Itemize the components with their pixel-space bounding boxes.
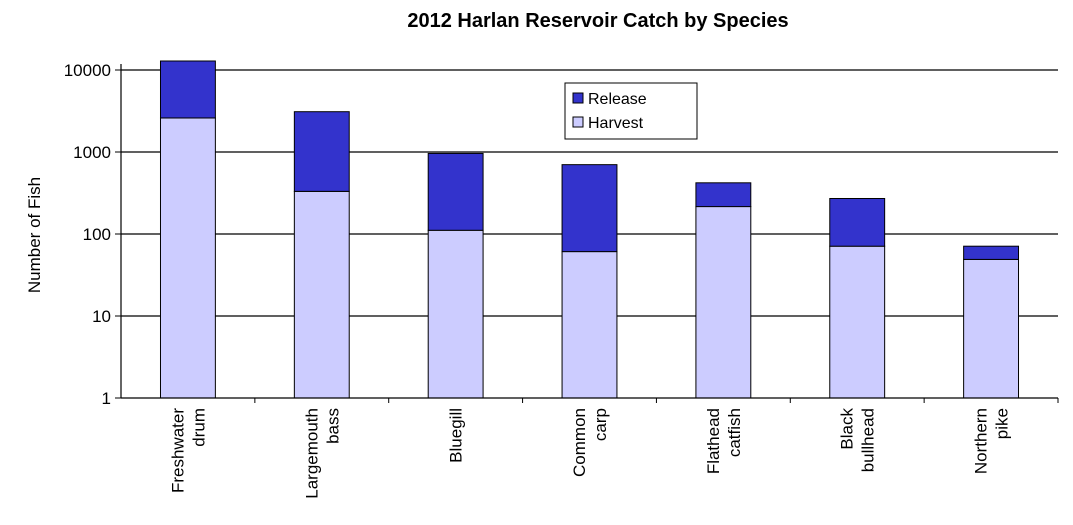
legend-box <box>564 82 698 140</box>
x-category-label: Northern <box>972 408 991 474</box>
x-category-label: Black <box>838 408 857 450</box>
x-category-label: Largemouth <box>302 408 321 499</box>
axes <box>115 64 1059 403</box>
x-category-label: Common <box>570 408 589 477</box>
bar-harvest-northern-pike <box>963 258 1020 399</box>
y-tick-label: 10000 <box>64 61 111 80</box>
x-category-label: bullhead <box>859 408 878 472</box>
bar-release-bluegill <box>427 152 484 231</box>
legend-label-release: Release <box>588 91 647 108</box>
x-category-label: drum <box>189 408 208 447</box>
bar-release-common-carp <box>561 164 618 253</box>
bar-release-black-bullhead <box>829 197 886 247</box>
bar-harvest-freshwater-drum <box>159 117 216 399</box>
x-category-label: bass <box>323 408 342 444</box>
bar-harvest-bluegill <box>427 229 484 399</box>
bar-release-northern-pike <box>963 245 1020 260</box>
legend-label-harvest: Harvest <box>588 115 644 132</box>
y-tick-labels: 1 10 100 1000 10000 <box>64 61 111 408</box>
chart-title: 2012 Harlan Reservoir Catch by Species <box>407 10 788 32</box>
y-tick-label: 1 <box>102 389 111 408</box>
x-category-label: Flathead <box>704 408 723 474</box>
x-category-label: Freshwater <box>168 408 187 493</box>
x-category-label: carp <box>591 408 610 441</box>
y-tick-label: 10 <box>92 307 111 326</box>
bar-harvest-flathead-catfish <box>695 206 752 399</box>
x-category-labels: Freshwater drum Largemouth bass Bluegill Comm… <box>168 408 1011 499</box>
x-category-label: catfish <box>725 408 744 457</box>
legend-swatch-harvest <box>572 116 584 128</box>
bar-harvest-black-bullhead <box>829 245 886 399</box>
y-axis-label: Number of Fish <box>25 177 44 293</box>
x-category-label: pike <box>993 408 1012 439</box>
bars <box>159 60 1020 399</box>
x-category-label: Bluegill <box>447 408 466 463</box>
y-tick-label: 1000 <box>73 143 111 162</box>
bar-harvest-largemouth-bass <box>293 190 350 399</box>
y-tick-label: 100 <box>83 225 111 244</box>
bar-release-flathead-catfish <box>695 182 752 208</box>
bar-release-freshwater-drum <box>159 60 216 119</box>
bar-harvest-common-carp <box>561 251 618 399</box>
legend-swatch-release <box>572 92 584 104</box>
legend: Release Harvest <box>564 82 698 140</box>
bar-release-largemouth-bass <box>293 111 350 192</box>
